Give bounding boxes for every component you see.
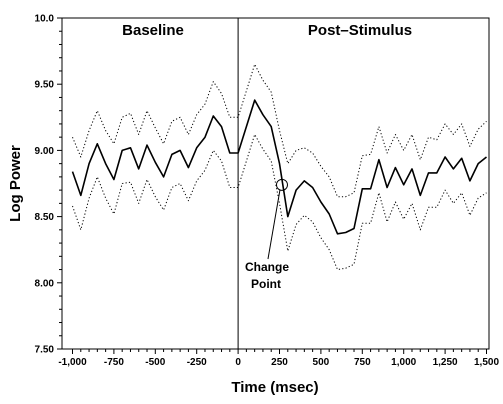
y-tick-label: 10.0 xyxy=(35,14,55,25)
x-tick-label: 750 xyxy=(354,357,371,368)
baseline-region-label: Baseline xyxy=(122,22,184,39)
plot-frame xyxy=(61,17,490,350)
confidence-band-line-1 xyxy=(72,63,487,198)
x-tick-label: 500 xyxy=(313,357,330,368)
x-tick-label: 1,000 xyxy=(391,357,416,368)
x-tick-label: -500 xyxy=(145,357,165,368)
y-axis-title: Log Power xyxy=(7,145,24,222)
change-point-annotation: Change Point xyxy=(245,178,289,291)
change-point-label-line-1: Change xyxy=(245,260,289,274)
estimate-line xyxy=(71,99,487,235)
x-tick-label: 1,500 xyxy=(474,357,499,368)
y-tick-label: 8.50 xyxy=(35,212,55,223)
y-tick-label: 9.50 xyxy=(35,80,55,91)
change-point-leader-line xyxy=(267,189,281,260)
x-tick-label: -750 xyxy=(104,357,124,368)
x-tick-label: 0 xyxy=(235,357,241,368)
confidence-band-line-2 xyxy=(72,134,487,271)
ticks-layer: -1,000 -750 -500 -250 0 250 500 750 1,000 1,250 1,… xyxy=(35,14,500,369)
x-tick-label: 1,250 xyxy=(433,357,458,368)
x-tick-label: -1,000 xyxy=(58,357,87,368)
x-tick-label: -250 xyxy=(187,357,207,368)
y-tick-label: 7.50 xyxy=(35,345,55,356)
x-tick-label: 250 xyxy=(271,357,288,368)
post-stimulus-region-label: Post–Stimulus xyxy=(308,22,412,39)
series-layer xyxy=(71,63,487,271)
change-point-label-line-2: Point xyxy=(251,277,281,291)
y-tick-label: 9.00 xyxy=(35,146,55,157)
y-tick-label: 8.00 xyxy=(35,278,55,289)
x-axis-title: Time (msec) xyxy=(231,379,318,396)
change-point-marker xyxy=(275,178,288,191)
